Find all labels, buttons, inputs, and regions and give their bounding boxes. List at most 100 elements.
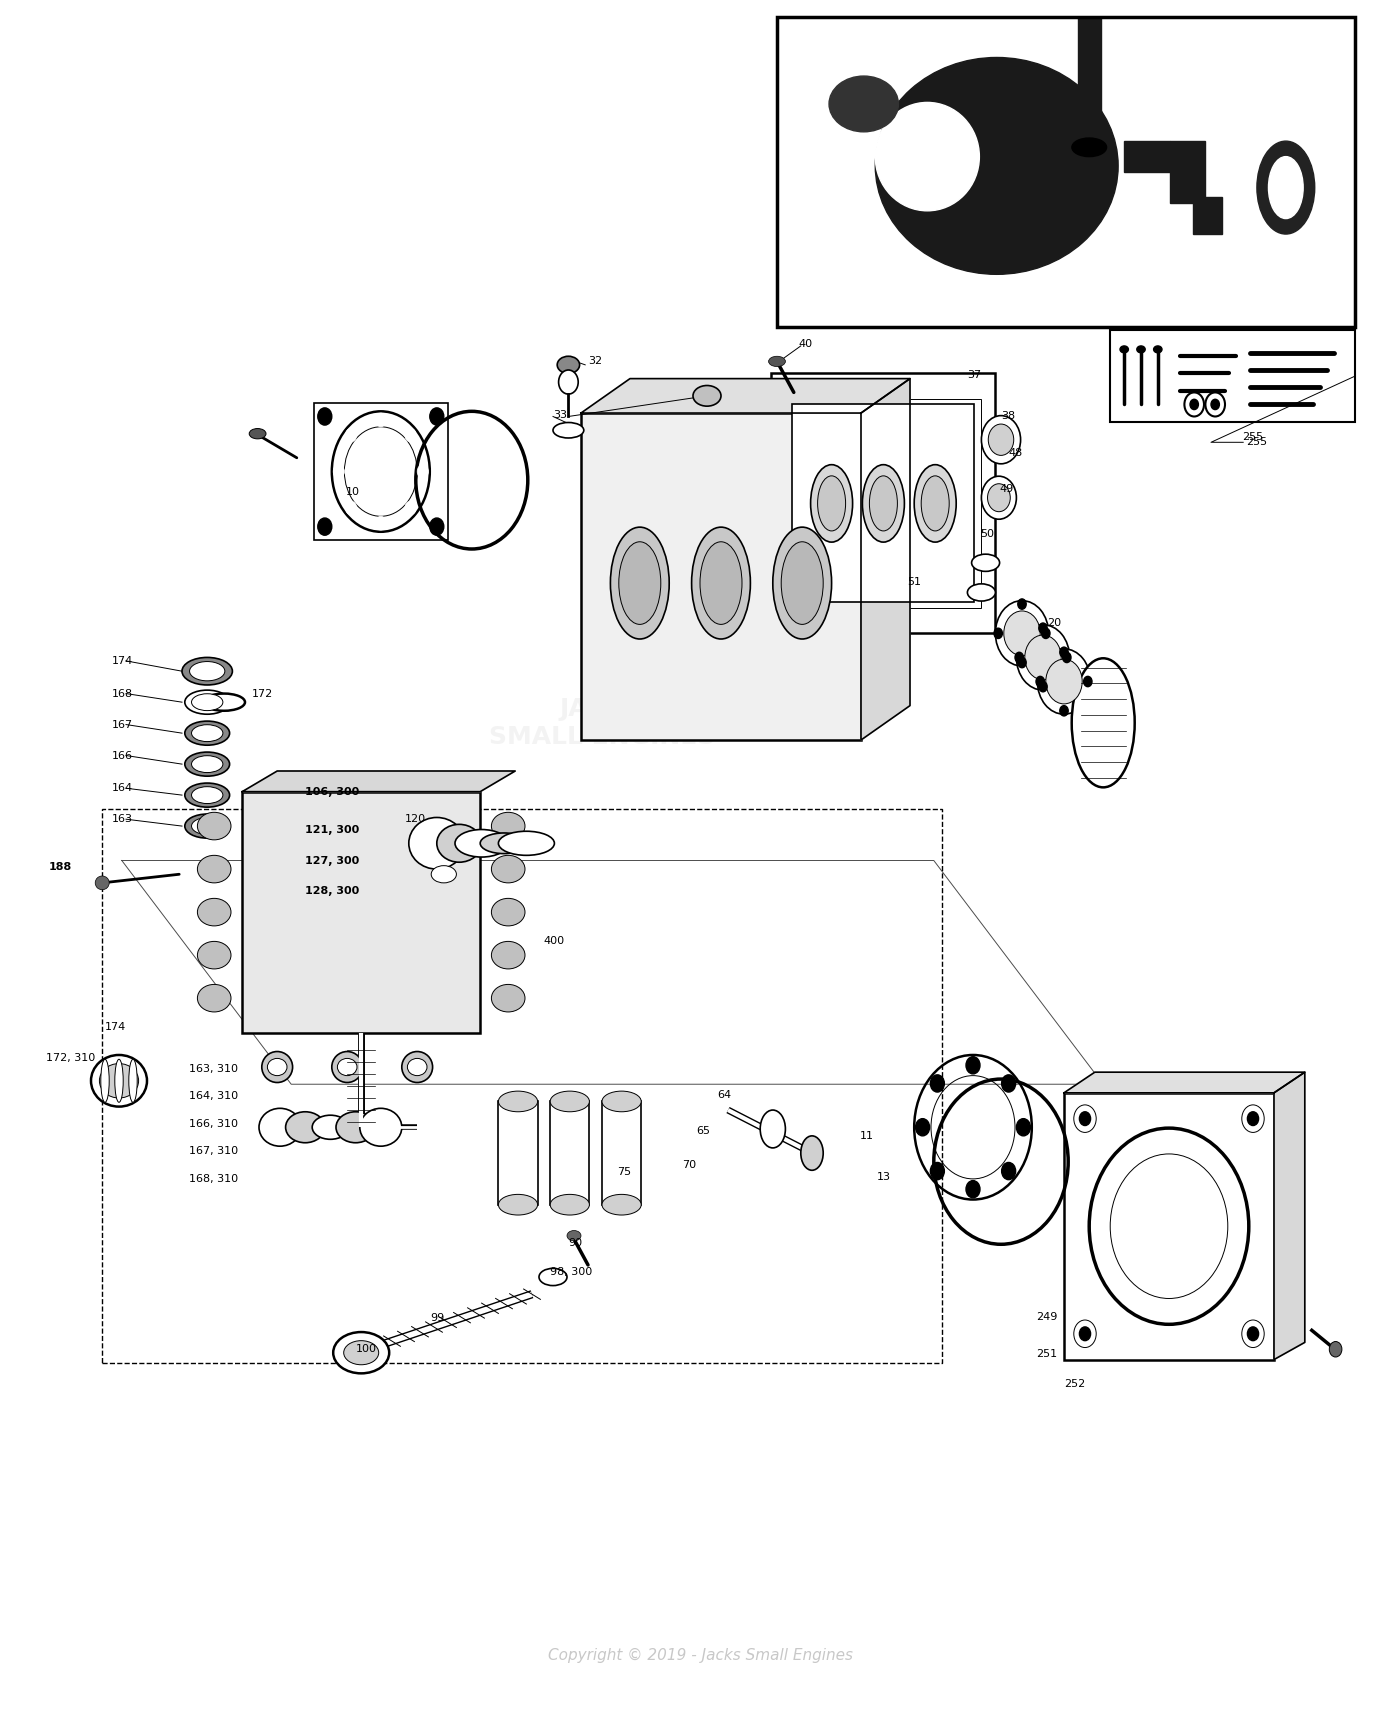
Bar <box>1170 141 1205 203</box>
Ellipse shape <box>480 833 528 854</box>
Ellipse shape <box>1257 141 1315 234</box>
Ellipse shape <box>862 465 904 542</box>
Ellipse shape <box>987 484 1011 511</box>
Ellipse shape <box>1072 138 1106 157</box>
Circle shape <box>1001 1076 1015 1093</box>
Text: 166: 166 <box>112 750 133 761</box>
Text: 32: 32 <box>588 356 602 367</box>
Bar <box>1124 141 1170 172</box>
Text: 188: 188 <box>49 862 73 873</box>
Circle shape <box>994 628 1002 638</box>
Ellipse shape <box>185 752 230 776</box>
Text: Copyright © 2019 - Jacks Small Engines: Copyright © 2019 - Jacks Small Engines <box>547 1649 853 1662</box>
Circle shape <box>1063 652 1071 663</box>
Ellipse shape <box>700 542 742 625</box>
Text: 168: 168 <box>112 688 133 699</box>
Text: 10: 10 <box>346 487 360 497</box>
Circle shape <box>1001 1162 1015 1179</box>
Bar <box>602 1101 641 1205</box>
Ellipse shape <box>972 554 1000 571</box>
Circle shape <box>1084 676 1092 687</box>
Text: 163, 310: 163, 310 <box>189 1064 238 1074</box>
Ellipse shape <box>337 1058 357 1076</box>
Text: 164, 310: 164, 310 <box>189 1091 238 1101</box>
Ellipse shape <box>498 831 554 855</box>
Text: 48: 48 <box>1008 447 1022 458</box>
Text: 90: 90 <box>568 1237 582 1248</box>
Bar <box>777 17 1355 327</box>
Ellipse shape <box>286 1112 325 1143</box>
Ellipse shape <box>567 1231 581 1241</box>
Ellipse shape <box>267 1058 287 1076</box>
Circle shape <box>1015 652 1023 663</box>
Ellipse shape <box>197 941 231 969</box>
Ellipse shape <box>95 876 109 890</box>
Text: 20: 20 <box>1047 618 1061 628</box>
Text: 75: 75 <box>617 1167 631 1177</box>
Text: 168, 310: 168, 310 <box>189 1174 238 1184</box>
Text: 49: 49 <box>1000 484 1014 494</box>
Text: 251: 251 <box>1036 1349 1057 1360</box>
Ellipse shape <box>1004 611 1040 656</box>
Ellipse shape <box>360 1108 402 1146</box>
Ellipse shape <box>375 516 386 530</box>
Ellipse shape <box>491 941 525 969</box>
Circle shape <box>318 518 332 535</box>
Ellipse shape <box>197 898 231 926</box>
Circle shape <box>1042 628 1050 638</box>
Text: 167: 167 <box>112 719 133 730</box>
Text: 400: 400 <box>543 936 564 947</box>
Ellipse shape <box>262 1052 293 1083</box>
Circle shape <box>1036 676 1044 687</box>
Ellipse shape <box>192 817 223 835</box>
Polygon shape <box>1064 1072 1305 1093</box>
Ellipse shape <box>610 527 669 638</box>
Ellipse shape <box>602 1091 641 1112</box>
Bar <box>792 404 974 602</box>
Ellipse shape <box>129 1058 137 1103</box>
Ellipse shape <box>988 423 1014 456</box>
Text: 255: 255 <box>1242 432 1263 442</box>
Circle shape <box>1190 399 1198 410</box>
Ellipse shape <box>91 1055 147 1107</box>
Ellipse shape <box>559 370 578 394</box>
Circle shape <box>1060 706 1068 716</box>
Circle shape <box>1211 399 1219 410</box>
Ellipse shape <box>781 542 823 625</box>
Ellipse shape <box>197 984 231 1012</box>
Circle shape <box>931 1162 945 1179</box>
Ellipse shape <box>967 583 995 601</box>
Bar <box>771 373 995 633</box>
Bar <box>102 809 942 1363</box>
Text: 127, 300: 127, 300 <box>305 855 360 866</box>
Ellipse shape <box>346 429 357 442</box>
Ellipse shape <box>189 661 225 682</box>
Text: 255: 255 <box>1246 437 1267 447</box>
Circle shape <box>1039 623 1047 633</box>
Ellipse shape <box>914 465 956 542</box>
FancyBboxPatch shape <box>581 413 861 740</box>
Ellipse shape <box>249 429 266 439</box>
Ellipse shape <box>332 1052 363 1083</box>
Ellipse shape <box>875 103 980 212</box>
Text: 98, 300: 98, 300 <box>550 1267 592 1277</box>
Bar <box>785 399 981 608</box>
Bar <box>1110 330 1355 422</box>
Text: 33: 33 <box>553 410 567 420</box>
Bar <box>550 1101 589 1205</box>
Text: 64: 64 <box>717 1089 731 1100</box>
Ellipse shape <box>801 1136 823 1170</box>
Ellipse shape <box>333 465 344 478</box>
Ellipse shape <box>1037 649 1091 714</box>
Ellipse shape <box>192 786 223 804</box>
Circle shape <box>1018 599 1026 609</box>
Ellipse shape <box>491 984 525 1012</box>
Circle shape <box>1247 1327 1259 1341</box>
Text: 164: 164 <box>112 783 133 793</box>
Ellipse shape <box>769 356 785 367</box>
Ellipse shape <box>619 542 661 625</box>
Ellipse shape <box>491 855 525 883</box>
Ellipse shape <box>981 477 1016 520</box>
Ellipse shape <box>693 386 721 406</box>
Ellipse shape <box>99 1064 139 1098</box>
